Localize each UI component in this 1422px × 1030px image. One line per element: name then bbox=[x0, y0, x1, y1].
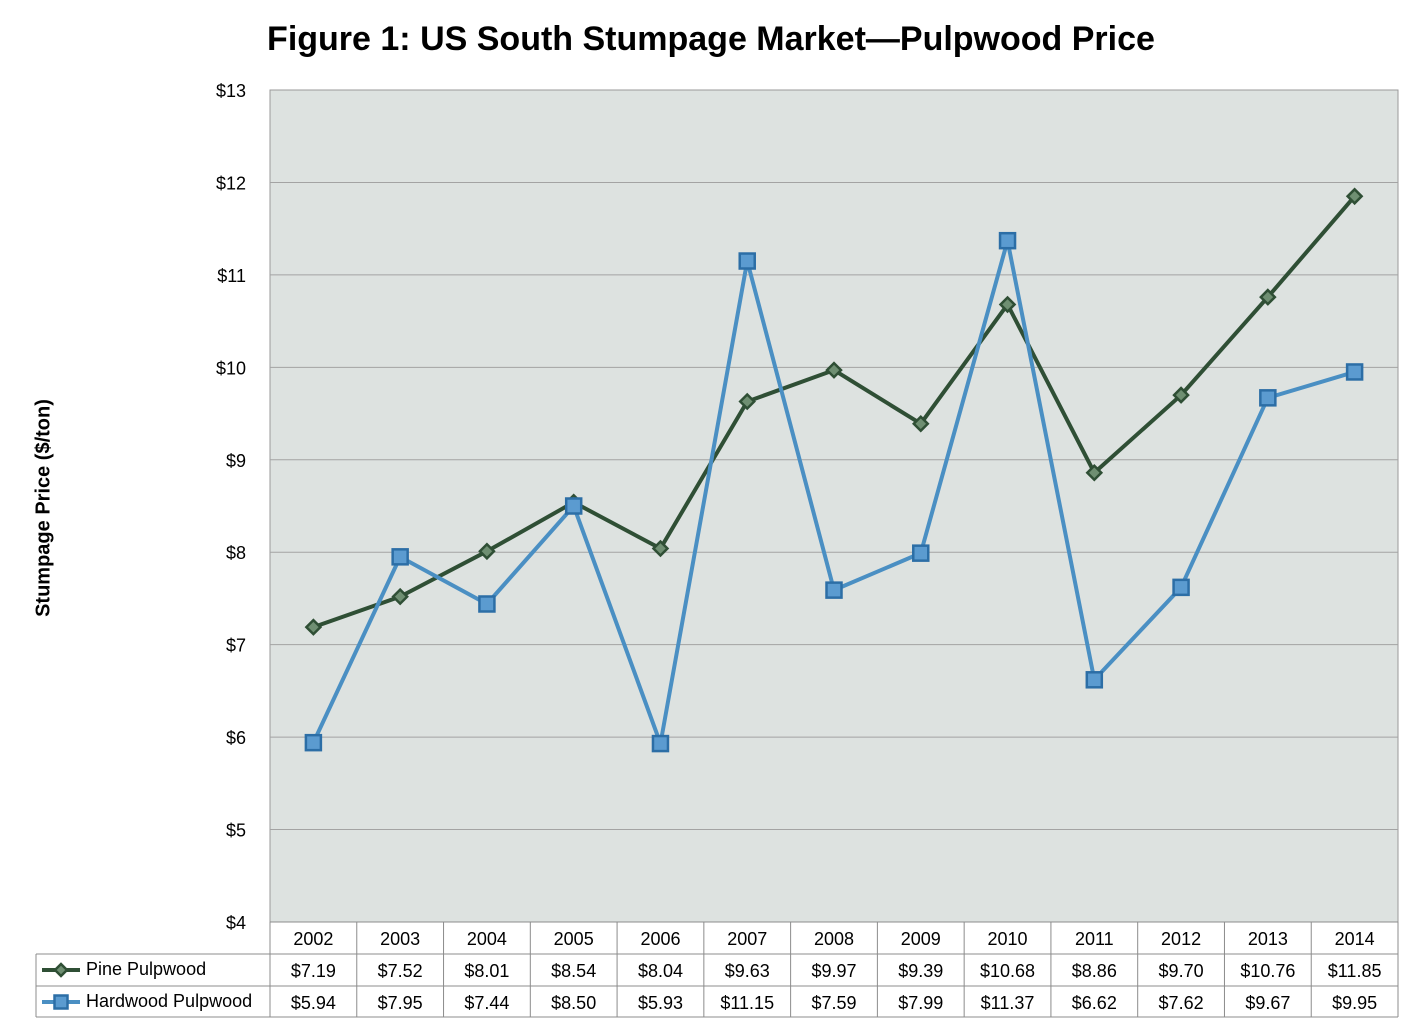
data-label: $9.70 bbox=[1159, 961, 1204, 981]
data-label: $10.68 bbox=[980, 961, 1035, 981]
data-point-pine bbox=[304, 618, 323, 636]
data-label: $11.15 bbox=[720, 993, 774, 1013]
data-table: 2002 2003 2004 2005 2006 2007 2008 2009 2010 2011… bbox=[35, 921, 1399, 1018]
data-label: $7.62 bbox=[1159, 993, 1204, 1013]
data-label: $6.62 bbox=[1072, 993, 1117, 1013]
data-label: $5.94 bbox=[291, 993, 336, 1013]
legend-label-hardwood: Hardwood Pulpwood bbox=[86, 991, 252, 1011]
data-point-hardwood bbox=[304, 733, 323, 752]
x-tick-label: 2012 bbox=[1161, 929, 1201, 949]
y-tick-label: $9 bbox=[226, 451, 246, 471]
data-label: $7.59 bbox=[811, 993, 856, 1013]
data-label: $9.39 bbox=[898, 961, 943, 981]
x-tick-label: 2013 bbox=[1248, 929, 1288, 949]
data-label: $9.97 bbox=[811, 961, 856, 981]
y-tick-label: $12 bbox=[216, 173, 246, 193]
y-tick-label: $13 bbox=[216, 81, 246, 101]
x-tick-label: 2006 bbox=[640, 929, 680, 949]
data-label: $7.99 bbox=[898, 993, 943, 1013]
data-label: $5.93 bbox=[638, 993, 683, 1013]
x-tick-label: 2003 bbox=[380, 929, 420, 949]
data-point-hardwood bbox=[1259, 389, 1277, 407]
x-tick-label: 2011 bbox=[1075, 929, 1114, 949]
data-point-pine bbox=[391, 587, 409, 606]
data-point-pine bbox=[825, 361, 843, 379]
y-tick-label: $7 bbox=[226, 636, 246, 656]
legend-label-pine: Pine Pulpwood bbox=[86, 959, 206, 979]
x-tick-label: 2007 bbox=[727, 929, 767, 949]
y-tick-label: $11 bbox=[217, 266, 246, 286]
data-label: $8.01 bbox=[464, 961, 509, 981]
data-point-hardwood bbox=[1172, 578, 1190, 597]
data-label: $7.19 bbox=[291, 961, 336, 981]
y-tick-label: $5 bbox=[226, 821, 246, 841]
y-tick-label: $8 bbox=[226, 543, 246, 563]
x-tick-label: 2005 bbox=[554, 929, 594, 949]
data-point-hardwood bbox=[1345, 363, 1364, 381]
data-label: $7.95 bbox=[378, 993, 423, 1013]
data-label: $8.86 bbox=[1072, 961, 1117, 981]
legend-marker-pine bbox=[53, 962, 69, 978]
data-label: $7.52 bbox=[378, 961, 423, 981]
y-tick-label: $10 bbox=[216, 358, 246, 378]
y-tick-label: $4 bbox=[226, 913, 246, 933]
data-label: $8.54 bbox=[551, 961, 596, 981]
plot-background bbox=[269, 89, 1399, 923]
data-point-pine bbox=[1085, 463, 1104, 482]
plot-area: $4 $5 $6 $7 $8 $9 $10 $11 $12 $13 bbox=[216, 81, 1399, 933]
x-tick-label: 2002 bbox=[293, 929, 333, 949]
data-point-pine bbox=[478, 542, 496, 561]
legend-marker-hardwood bbox=[53, 994, 69, 1010]
data-label: $11.37 bbox=[981, 993, 1035, 1013]
data-point-hardwood bbox=[391, 548, 409, 566]
data-point-hardwood bbox=[998, 231, 1017, 250]
data-label: $7.44 bbox=[464, 993, 509, 1013]
x-tick-label: 2008 bbox=[814, 929, 854, 949]
data-point-hardwood bbox=[564, 497, 583, 515]
x-tick-label: 2010 bbox=[988, 929, 1028, 949]
data-label: $10.76 bbox=[1240, 961, 1295, 981]
data-point-pine bbox=[738, 392, 756, 411]
data-point-hardwood bbox=[738, 252, 756, 270]
data-point-pine bbox=[1172, 386, 1190, 404]
data-point-hardwood bbox=[1085, 671, 1104, 689]
x-tick-label: 2009 bbox=[901, 929, 941, 949]
data-point-hardwood bbox=[651, 734, 670, 753]
data-point-hardwood bbox=[912, 544, 930, 562]
data-point-pine bbox=[651, 539, 670, 558]
data-point-hardwood bbox=[478, 595, 496, 613]
data-label: $8.04 bbox=[638, 961, 683, 981]
data-point-pine bbox=[912, 414, 930, 433]
data-point-pine bbox=[998, 295, 1017, 314]
data-label: $9.95 bbox=[1332, 993, 1377, 1013]
data-label: $8.50 bbox=[551, 993, 596, 1013]
x-tick-label: 2004 bbox=[467, 929, 507, 949]
data-point-pine bbox=[1259, 288, 1277, 306]
data-point-pine bbox=[1345, 187, 1364, 206]
data-label: $11.85 bbox=[1328, 961, 1382, 981]
y-tick-label: $6 bbox=[226, 728, 246, 748]
data-point-hardwood bbox=[825, 581, 843, 599]
data-label: $9.67 bbox=[1245, 993, 1290, 1013]
data-label: $9.63 bbox=[725, 961, 770, 981]
x-tick-label: 2014 bbox=[1335, 929, 1375, 949]
chart-title: Figure 1: US South Stumpage Market—Pulpw… bbox=[267, 20, 1155, 58]
